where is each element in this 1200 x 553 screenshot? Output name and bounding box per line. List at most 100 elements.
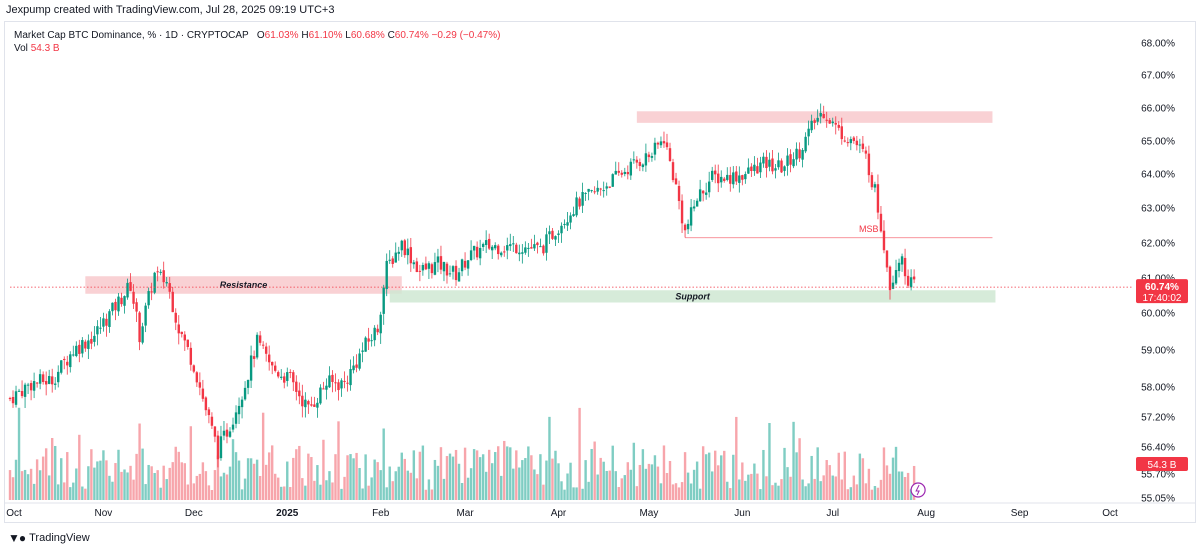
candle-body <box>141 326 144 343</box>
volume-bar <box>593 441 596 500</box>
candle-body <box>638 162 642 166</box>
tradingview-footer[interactable]: ▼● TradingView <box>8 531 90 545</box>
volume-bar <box>171 462 174 500</box>
candle-body <box>171 291 174 313</box>
volume-bar <box>683 452 687 500</box>
volume-bar <box>810 455 813 500</box>
candle-body <box>801 149 804 160</box>
candle-body <box>900 256 904 265</box>
volume-bars <box>8 407 916 500</box>
volume-bar <box>442 478 446 500</box>
volume-bar <box>548 416 551 500</box>
candle-body <box>701 190 705 194</box>
realtime-icon[interactable] <box>910 482 926 498</box>
candle-body <box>843 140 846 142</box>
candle-body <box>707 181 711 193</box>
volume-bar <box>20 471 24 500</box>
candle-body <box>370 340 373 342</box>
candle-body <box>433 262 437 275</box>
candle-body <box>376 328 379 333</box>
candle-body <box>400 240 403 251</box>
volume-value: 54.3 B <box>30 43 60 54</box>
candle-body <box>277 372 280 377</box>
candle-body <box>168 283 171 292</box>
y-tick-label: 62.00% <box>1141 239 1175 250</box>
candle-body <box>424 263 428 270</box>
volume-bar <box>581 488 584 500</box>
candle-body <box>584 192 587 194</box>
x-tick-label: Jul <box>826 508 839 519</box>
volume-bar <box>261 412 265 500</box>
volume-bar <box>819 481 822 500</box>
candle-body <box>144 305 147 326</box>
volume-bar <box>430 489 434 500</box>
volume-bar <box>436 465 440 500</box>
candle-body <box>596 187 599 192</box>
candle-body <box>132 291 135 304</box>
candle-body <box>177 324 180 334</box>
candle-body <box>32 381 36 391</box>
candle-body <box>698 189 702 202</box>
candle-body <box>605 186 608 189</box>
volume-bar <box>777 485 780 500</box>
volume-bar <box>264 464 268 500</box>
y-tick-label: 60.00% <box>1141 309 1175 320</box>
candle-body <box>20 391 24 397</box>
chart-overlays: Resistance Support MSB <box>10 224 1132 498</box>
volume-bar <box>698 488 702 500</box>
volume-bar <box>909 489 913 500</box>
chart-credit: Jexpump created with TradingView.com, Ju… <box>6 4 335 16</box>
candle-body <box>451 266 455 272</box>
volume-bar <box>153 473 156 500</box>
volume-bar <box>301 478 304 500</box>
candle-body <box>780 160 783 173</box>
candle-body <box>677 185 681 202</box>
x-tick-label: Jun <box>734 508 750 519</box>
volume-bar <box>117 449 120 500</box>
candle-body <box>180 331 183 335</box>
volume-bar <box>240 489 244 500</box>
candle-body <box>430 264 434 274</box>
volume-bar <box>587 481 590 500</box>
candle-body <box>322 388 325 390</box>
volume-bar <box>427 479 431 500</box>
candle-body <box>695 200 699 207</box>
volume-bar <box>551 458 554 500</box>
candle-body <box>509 244 512 247</box>
volume-bar <box>771 485 774 500</box>
candle-body <box>72 354 75 356</box>
volume-bar <box>487 449 491 500</box>
volume-bar <box>105 460 108 500</box>
volume-bar <box>704 454 708 500</box>
candle-body <box>382 287 385 314</box>
candle-body <box>710 170 714 180</box>
volume-bar <box>717 465 720 500</box>
candle-body <box>391 258 394 264</box>
volume-bar <box>852 475 856 500</box>
candle-body <box>903 257 907 277</box>
volume-bar <box>23 469 27 500</box>
volume-bar <box>533 469 536 500</box>
symbol-title: Market Cap BTC Dominance, % · 1D · CRYPT… <box>14 30 249 41</box>
volume-bar <box>846 489 850 500</box>
candle-body <box>575 197 578 216</box>
volume-bar <box>584 460 587 500</box>
volume-bar <box>274 473 277 500</box>
volume-bar <box>424 489 428 500</box>
candle-body <box>656 142 660 145</box>
volume-bar <box>825 460 828 500</box>
candle-body <box>397 251 400 254</box>
candle-body <box>554 236 557 240</box>
y-tick-label: 68.00% <box>1141 39 1175 50</box>
volume-bar <box>54 445 57 500</box>
candle-body <box>536 242 539 246</box>
volume-bar <box>735 416 738 500</box>
candle-body <box>421 265 425 271</box>
volume-bar <box>599 457 602 500</box>
candle-body <box>138 312 141 343</box>
zone-top <box>636 111 993 123</box>
y-tick-label: 55.70% <box>1141 470 1175 481</box>
candle-body <box>533 244 536 249</box>
volume-bar <box>804 486 807 500</box>
